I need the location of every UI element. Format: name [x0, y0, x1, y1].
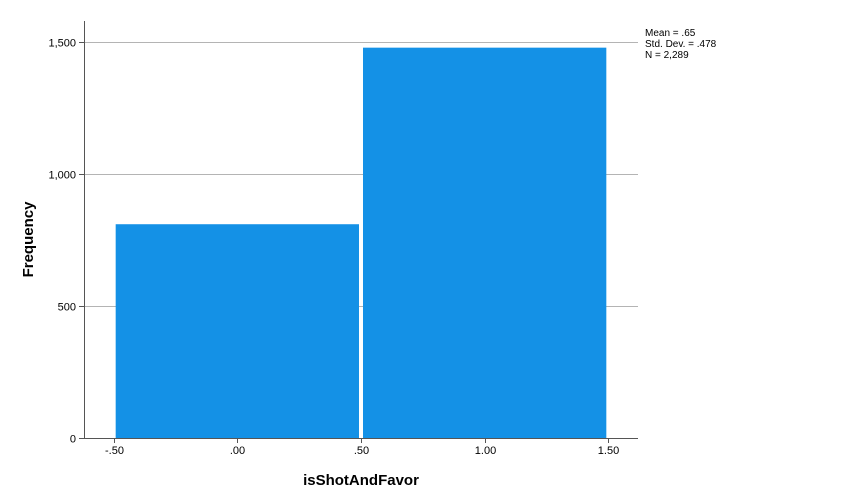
stat-std-dev: Std. Dev. = .478 [645, 39, 717, 50]
y-axis-title: Frequency [20, 201, 37, 278]
axes [79, 21, 638, 443]
y-tick-label: 500 [58, 302, 76, 314]
stat-n: N = 2,289 [645, 50, 689, 61]
y-tick-label: 0 [70, 434, 76, 446]
histogram-bar [363, 47, 607, 438]
stat-mean: Mean = .65 [645, 28, 696, 39]
x-tick-label: .00 [230, 445, 245, 457]
x-tick-label: 1.00 [475, 445, 496, 457]
bars [115, 47, 607, 438]
statistics-box: Mean = .65 Std. Dev. = .478 N = 2,289 [645, 28, 716, 61]
histogram-bar [115, 224, 359, 438]
y-tick-label: 1,500 [48, 38, 76, 50]
x-tick-label: -.50 [105, 445, 124, 457]
x-tick-label: 1.50 [598, 445, 619, 457]
y-tick-label: 1,000 [48, 170, 76, 182]
x-tick-labels: -.50 .00 .50 1.00 1.50 [105, 445, 619, 457]
x-axis-title: isShotAndFavor [303, 472, 419, 489]
x-tick-label: .50 [354, 445, 369, 457]
y-tick-labels: 0 500 1,000 1,500 [48, 38, 76, 446]
